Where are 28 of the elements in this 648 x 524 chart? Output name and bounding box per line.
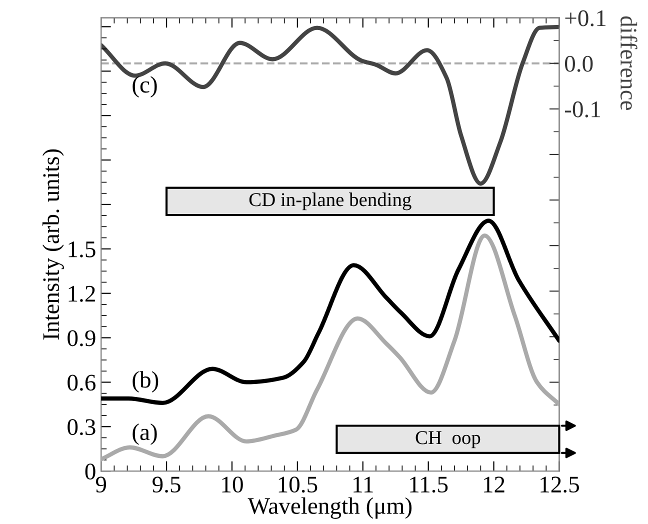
y2-tick-label: 0.0 bbox=[564, 56, 593, 72]
x-tick-label: 10 bbox=[222, 476, 243, 493]
y-tick-label: 0 bbox=[85, 464, 96, 480]
x-axis-title: Wavelength (μm) bbox=[248, 497, 412, 519]
band-label: CD in-plane bending bbox=[249, 192, 412, 210]
line-series bbox=[101, 233, 560, 462]
series-label: (c) bbox=[132, 76, 157, 98]
y-tick-label: 0.9 bbox=[68, 330, 96, 346]
x-tick-label: 11 bbox=[354, 476, 373, 492]
line-series bbox=[101, 218, 560, 406]
band-label: CH oop bbox=[416, 431, 480, 448]
line-series bbox=[101, 24, 560, 186]
y2-tick-label: +0.1 bbox=[565, 10, 606, 26]
series-label: (a) bbox=[132, 424, 157, 445]
y-tick-label: 0.3 bbox=[68, 419, 96, 436]
y-tick-label: 0.6 bbox=[68, 374, 96, 391]
x-tick-label: 9.5 bbox=[152, 476, 180, 493]
x-tick-label: 12.5 bbox=[540, 476, 579, 493]
x-tick-label: 11.5 bbox=[410, 476, 448, 493]
y2-axis-title: difference bbox=[620, 16, 638, 110]
y-tick-label: 1.5 bbox=[68, 241, 96, 258]
y-tick-label: 1.2 bbox=[68, 286, 95, 302]
series-label: (b) bbox=[132, 371, 158, 393]
x-tick-label: 10.5 bbox=[278, 476, 318, 493]
x-tick-label: 9 bbox=[96, 476, 106, 493]
y2-tick-label: -0.1 bbox=[564, 101, 600, 118]
y-axis-title: Intensity (arb. units) bbox=[42, 149, 64, 340]
x-tick-label: 12 bbox=[484, 476, 504, 492]
